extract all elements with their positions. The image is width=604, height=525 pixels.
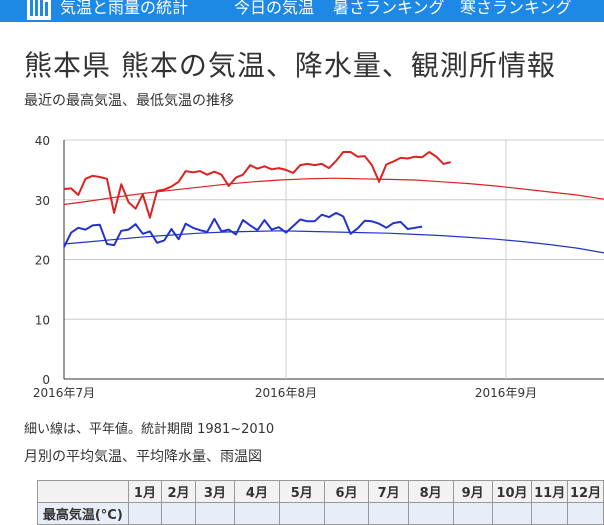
month-header-5: 5月 [278, 480, 325, 503]
y-tick-label: 30 [35, 194, 50, 208]
table-row: 最高気温(°C) [37, 502, 604, 525]
y-tick-label: 20 [35, 254, 50, 268]
daily-high-temperature-line [63, 151, 451, 219]
month-header-12: 12月 [567, 480, 604, 503]
month-header-10: 10月 [491, 480, 533, 503]
chart-subtitle: 最近の最高気温、最低気温の推移 [24, 93, 234, 109]
daily-low-temperature-line [63, 211, 423, 248]
month-header-8: 8月 [407, 480, 454, 503]
page-title: 熊本県 熊本の気温、降水量、観測所情報 [24, 49, 556, 82]
y-tick-label: 0 [42, 373, 50, 387]
bar-chart-logo-icon[interactable] [27, 0, 51, 20]
month-header-1: 1月 [127, 480, 163, 503]
month-header-7: 7月 [368, 480, 409, 503]
month-header-2: 2月 [161, 480, 196, 503]
site-title-link[interactable]: 気温と雨量の統計 [60, 0, 189, 17]
x-tick-label: 2016年7月 [33, 386, 95, 400]
x-tick-label: 2016年8月 [255, 386, 317, 400]
month-header-9: 9月 [452, 480, 493, 503]
temperature-chart: 0 10 20 30 40 2016年7月 2016年8月 2016年9月 [33, 134, 604, 400]
nav-heat-ranking[interactable]: 暑さランキング [333, 0, 445, 17]
y-tick-label: 40 [35, 134, 50, 148]
normal-low-temperature-line [63, 230, 604, 254]
month-header-3: 3月 [194, 480, 236, 503]
normal-values-note: 細い線は、平年値。統計期間 1981~2010 [24, 422, 275, 437]
table-header-row: 1月 2月 3月 4月 5月 6月 7月 8月 9月 10月 11月 12月 [37, 480, 604, 503]
month-header-6: 6月 [323, 480, 370, 503]
nav-today-temperature[interactable]: 今日の気温 [234, 0, 315, 17]
monthly-climate-table: 1月 2月 3月 4月 5月 6月 7月 8月 9月 10月 11月 12月 最… [37, 480, 604, 525]
x-tick-label: 2016年9月 [475, 386, 537, 400]
table-corner-cell [37, 480, 129, 503]
row-label-max-temp: 最高気温(°C) [37, 502, 129, 525]
top-navigation-bar: 気温と雨量の統計 今日の気温 暑さランキング 寒さランキング [0, 0, 604, 22]
nav-cold-ranking[interactable]: 寒さランキング [460, 0, 572, 17]
month-header-11: 11月 [531, 480, 569, 503]
month-header-4: 4月 [234, 480, 280, 503]
y-tick-label: 10 [35, 313, 50, 327]
monthly-section-title: 月別の平均気温、平均降水量、雨温図 [24, 449, 262, 465]
normal-high-temperature-line [63, 177, 604, 206]
